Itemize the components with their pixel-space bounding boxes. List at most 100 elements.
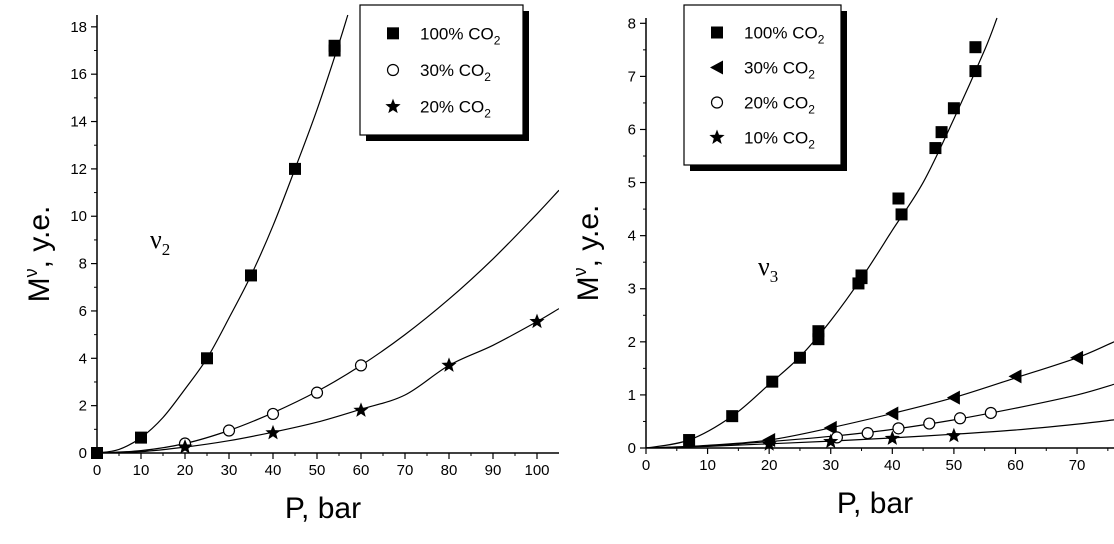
annotation-main: ν bbox=[150, 225, 162, 254]
data-point bbox=[529, 313, 545, 329]
legend-label-sub: 2 bbox=[808, 138, 815, 152]
x-tick-label: 100 bbox=[524, 462, 549, 479]
data-point bbox=[884, 430, 900, 445]
x-tick-label: 50 bbox=[946, 457, 963, 474]
x-tick-label: 80 bbox=[441, 462, 458, 479]
legend-label: 20% CO2 bbox=[744, 94, 815, 117]
y-axis-title-suffix: , y.e. bbox=[23, 206, 56, 269]
data-point bbox=[823, 433, 839, 449]
legend-label-sub: 2 bbox=[808, 68, 815, 82]
y-axis-title: Mν, y.e. bbox=[570, 205, 605, 302]
x-tick-label: 50 bbox=[309, 462, 326, 479]
x-tick-label: 20 bbox=[177, 462, 194, 479]
x-tick-label: 20 bbox=[761, 457, 778, 474]
data-point bbox=[929, 142, 942, 155]
data-point bbox=[969, 65, 982, 78]
data-point bbox=[953, 412, 967, 425]
series-1-points bbox=[91, 39, 341, 459]
annotation-sub: 3 bbox=[770, 267, 779, 286]
legend-marker bbox=[386, 63, 400, 77]
y-tick-label: 14 bbox=[70, 114, 87, 131]
legend-label-sub: 2 bbox=[484, 70, 491, 84]
legend-marker bbox=[387, 27, 399, 40]
chart-panel-1: 0 10 20 30 40 50 60 70 80 90 100 0 2 4 6 8 10 12 14 16 18 P, … bbox=[21, 4, 559, 525]
y-tick-label: 18 bbox=[70, 19, 87, 36]
y-tick-label: 2 bbox=[628, 334, 636, 351]
fit-curve-4 bbox=[646, 419, 1114, 448]
y-tick-label: 3 bbox=[628, 281, 636, 298]
data-point bbox=[91, 447, 103, 459]
data-point bbox=[892, 422, 905, 435]
legend-label: 20% CO2 bbox=[420, 98, 491, 121]
data-point bbox=[201, 352, 213, 365]
y-tick-label: 16 bbox=[70, 66, 87, 83]
y-tick-label: 4 bbox=[628, 228, 636, 245]
x-tick-label: 90 bbox=[485, 462, 502, 479]
x-axis-title: P, bar bbox=[285, 492, 361, 525]
data-point bbox=[923, 417, 936, 430]
data-point bbox=[328, 39, 341, 52]
x-tick-label: 40 bbox=[265, 462, 282, 479]
data-point bbox=[726, 410, 739, 423]
y-tick-label: 7 bbox=[628, 68, 636, 85]
annotation-main: ν bbox=[758, 252, 770, 281]
data-point bbox=[245, 269, 257, 282]
data-point bbox=[353, 402, 369, 417]
legend-marker bbox=[711, 26, 723, 39]
y-axis-title-sup: ν bbox=[21, 268, 41, 277]
y-tick-label: 0 bbox=[628, 440, 636, 457]
legend-label: 100% CO2 bbox=[420, 24, 501, 47]
data-point bbox=[265, 424, 281, 440]
y-tick-label: 10 bbox=[70, 208, 87, 225]
data-point bbox=[861, 427, 874, 440]
annotation-label: ν2 bbox=[150, 225, 170, 259]
y-axis-title-main: M bbox=[23, 277, 56, 302]
y-tick-label: 8 bbox=[79, 256, 87, 273]
legend-label-main: 100% CO bbox=[420, 24, 494, 43]
series-3-points bbox=[177, 313, 545, 454]
x-tick-label: 60 bbox=[1007, 457, 1024, 474]
data-point bbox=[177, 439, 193, 454]
data-point bbox=[310, 386, 324, 399]
data-point bbox=[984, 406, 997, 420]
y-tick-label: 8 bbox=[628, 15, 636, 32]
y-tick-label: 6 bbox=[628, 121, 636, 138]
legend-label-sub: 2 bbox=[808, 103, 815, 117]
data-point bbox=[812, 325, 825, 338]
legend-label-main: 20% CO bbox=[420, 98, 484, 117]
x-tick-label: 10 bbox=[699, 457, 716, 474]
fit-curve-2 bbox=[646, 341, 1114, 448]
data-point bbox=[683, 434, 696, 447]
legend-label: 100% CO2 bbox=[744, 24, 825, 47]
data-point bbox=[892, 192, 905, 205]
y-axis-title-main: M bbox=[572, 276, 605, 301]
data-point bbox=[1008, 369, 1022, 384]
legend-label: 30% CO2 bbox=[420, 61, 491, 84]
legend-marker bbox=[709, 129, 725, 144]
x-tick-label: 70 bbox=[397, 462, 414, 479]
y-tick-label: 5 bbox=[628, 175, 636, 192]
data-point bbox=[946, 390, 960, 405]
y-tick-label: 6 bbox=[79, 303, 87, 320]
x-tick-label: 0 bbox=[93, 462, 101, 479]
y-axis-title: Mν, y.e. bbox=[21, 206, 56, 303]
data-point bbox=[935, 126, 948, 139]
y-tick-label: 1 bbox=[628, 387, 636, 404]
data-point bbox=[855, 269, 868, 282]
legend-label-main: 100% CO bbox=[744, 24, 818, 43]
x-tick-label: 60 bbox=[353, 462, 370, 479]
data-point bbox=[766, 375, 779, 388]
legend-label: 10% CO2 bbox=[744, 129, 815, 152]
x-tick-label: 40 bbox=[884, 457, 901, 474]
data-point bbox=[761, 436, 777, 451]
x-tick-label: 30 bbox=[822, 457, 839, 474]
legend-marker bbox=[710, 96, 724, 109]
legend-label-sub: 2 bbox=[818, 33, 825, 47]
data-point bbox=[135, 431, 147, 444]
legend-label-main: 10% CO bbox=[744, 129, 808, 148]
